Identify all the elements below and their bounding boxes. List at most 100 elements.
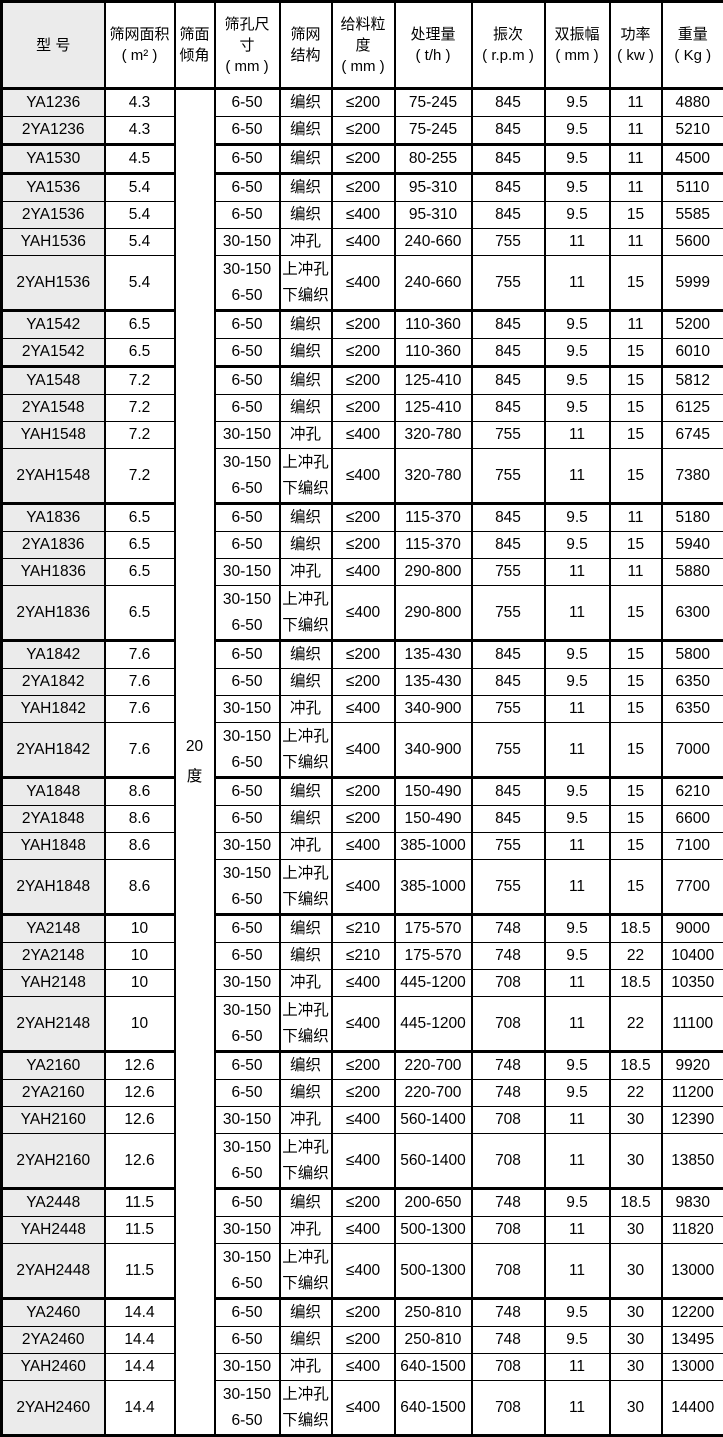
cell-power: 22 bbox=[610, 943, 662, 970]
cell-feed-size: ≤400 bbox=[332, 586, 395, 641]
cell-screen-structure: 编织 bbox=[280, 641, 332, 669]
table-row: 2YA1842 7.6 6-50 编织 ≤200 135-430 845 9.5… bbox=[2, 669, 723, 696]
cell-mesh-size: 6-50 bbox=[215, 202, 280, 229]
cell-mesh-size: 30-150 bbox=[215, 229, 280, 256]
cell-double-amplitude: 11 bbox=[545, 860, 610, 915]
cell-screen-area: 12.6 bbox=[105, 1107, 175, 1134]
cell-screen-area: 7.2 bbox=[105, 449, 175, 504]
cell-vibration-frequency: 708 bbox=[472, 1134, 545, 1189]
cell-double-amplitude: 9.5 bbox=[545, 669, 610, 696]
cell-mesh-size: 30-150 6-50 bbox=[215, 997, 280, 1052]
cell-screen-structure: 编织 bbox=[280, 311, 332, 339]
cell-model: 2YAH2148 bbox=[2, 997, 105, 1052]
cell-model: 2YA1236 bbox=[2, 117, 105, 145]
cell-feed-size: ≤400 bbox=[332, 422, 395, 449]
cell-double-amplitude: 11 bbox=[545, 970, 610, 997]
cell-feed-size: ≤200 bbox=[332, 174, 395, 202]
cell-mesh-size: 6-50 bbox=[215, 367, 280, 395]
cell-capacity: 640-1500 bbox=[395, 1354, 472, 1381]
table-row: YA1536 5.4 6-50 编织 ≤200 95-310 845 9.5 1… bbox=[2, 174, 723, 202]
cell-power: 30 bbox=[610, 1244, 662, 1299]
cell-double-amplitude: 11 bbox=[545, 1107, 610, 1134]
cell-double-amplitude: 9.5 bbox=[545, 145, 610, 174]
cell-screen-area: 10 bbox=[105, 997, 175, 1052]
cell-model: 2YA1536 bbox=[2, 202, 105, 229]
cell-capacity: 115-370 bbox=[395, 532, 472, 559]
cell-capacity: 200-650 bbox=[395, 1189, 472, 1217]
cell-capacity: 135-430 bbox=[395, 669, 472, 696]
cell-mesh-size: 30-150 6-50 bbox=[215, 1134, 280, 1189]
cell-mesh-size: 6-50 bbox=[215, 1299, 280, 1327]
cell-screen-structure: 编织 bbox=[280, 202, 332, 229]
cell-capacity: 95-310 bbox=[395, 202, 472, 229]
cell-weight: 6600 bbox=[662, 806, 723, 833]
table-row: 2YA1548 7.2 6-50 编织 ≤200 125-410 845 9.5… bbox=[2, 395, 723, 422]
cell-vibration-frequency: 708 bbox=[472, 997, 545, 1052]
table-row: 2YA1236 4.3 6-50 编织 ≤200 75-245 845 9.5 … bbox=[2, 117, 723, 145]
cell-capacity: 250-810 bbox=[395, 1299, 472, 1327]
cell-screen-structure: 编织 bbox=[280, 339, 332, 367]
cell-screen-structure: 编织 bbox=[280, 145, 332, 174]
cell-weight: 10350 bbox=[662, 970, 723, 997]
cell-double-amplitude: 9.5 bbox=[545, 778, 610, 806]
cell-weight: 6745 bbox=[662, 422, 723, 449]
cell-mesh-size: 6-50 bbox=[215, 532, 280, 559]
cell-weight: 6350 bbox=[662, 696, 723, 723]
cell-capacity: 340-900 bbox=[395, 696, 472, 723]
cell-vibration-frequency: 708 bbox=[472, 1354, 545, 1381]
table-row: YAH2448 11.5 30-150 冲孔 ≤400 500-1300 708… bbox=[2, 1217, 723, 1244]
cell-vibration-frequency: 755 bbox=[472, 586, 545, 641]
cell-model: 2YA2148 bbox=[2, 943, 105, 970]
table-row: YA1842 7.6 6-50 编织 ≤200 135-430 845 9.5 … bbox=[2, 641, 723, 669]
cell-capacity: 125-410 bbox=[395, 395, 472, 422]
cell-power: 22 bbox=[610, 1080, 662, 1107]
cell-power: 11 bbox=[610, 559, 662, 586]
table-row: 2YAH1842 7.6 30-150 6-50 上冲孔 下编织 ≤400 34… bbox=[2, 723, 723, 778]
cell-power: 18.5 bbox=[610, 1189, 662, 1217]
cell-feed-size: ≤400 bbox=[332, 449, 395, 504]
cell-capacity: 385-1000 bbox=[395, 860, 472, 915]
cell-feed-size: ≤200 bbox=[332, 641, 395, 669]
cell-feed-size: ≤400 bbox=[332, 1217, 395, 1244]
cell-screen-structure: 编织 bbox=[280, 778, 332, 806]
cell-feed-size: ≤200 bbox=[332, 395, 395, 422]
cell-weight: 6210 bbox=[662, 778, 723, 806]
cell-feed-size: ≤200 bbox=[332, 778, 395, 806]
cell-power: 30 bbox=[610, 1327, 662, 1354]
cell-power: 15 bbox=[610, 833, 662, 860]
cell-vibration-frequency: 748 bbox=[472, 943, 545, 970]
cell-capacity: 240-660 bbox=[395, 229, 472, 256]
cell-screen-structure: 冲孔 bbox=[280, 970, 332, 997]
cell-model: 2YA1836 bbox=[2, 532, 105, 559]
cell-model: 2YA2460 bbox=[2, 1327, 105, 1354]
cell-model: YA1536 bbox=[2, 174, 105, 202]
cell-feed-size: ≤400 bbox=[332, 256, 395, 311]
table-row: YA1848 8.6 6-50 编织 ≤200 150-490 845 9.5 … bbox=[2, 778, 723, 806]
cell-weight: 7000 bbox=[662, 723, 723, 778]
cell-screen-structure: 冲孔 bbox=[280, 1217, 332, 1244]
cell-weight: 12390 bbox=[662, 1107, 723, 1134]
table-row: YA2448 11.5 6-50 编织 ≤200 200-650 748 9.5… bbox=[2, 1189, 723, 1217]
cell-screen-structure: 冲孔 bbox=[280, 1354, 332, 1381]
cell-screen-area: 5.4 bbox=[105, 256, 175, 311]
table-row: YAH1836 6.5 30-150 冲孔 ≤400 290-800 755 1… bbox=[2, 559, 723, 586]
cell-weight: 9920 bbox=[662, 1052, 723, 1080]
cell-vibration-frequency: 845 bbox=[472, 532, 545, 559]
cell-weight: 7380 bbox=[662, 449, 723, 504]
cell-feed-size: ≤200 bbox=[332, 311, 395, 339]
cell-screen-structure: 冲孔 bbox=[280, 422, 332, 449]
cell-screen-area: 4.5 bbox=[105, 145, 175, 174]
cell-screen-structure: 冲孔 bbox=[280, 696, 332, 723]
column-header-mesh-size: 筛孔尺 寸 ( mm ) bbox=[215, 2, 280, 89]
cell-mesh-size: 30-150 6-50 bbox=[215, 860, 280, 915]
cell-power: 30 bbox=[610, 1134, 662, 1189]
cell-capacity: 110-360 bbox=[395, 339, 472, 367]
cell-mesh-size: 30-150 6-50 bbox=[215, 256, 280, 311]
cell-weight: 5800 bbox=[662, 641, 723, 669]
cell-screen-area: 5.4 bbox=[105, 229, 175, 256]
cell-screen-structure: 上冲孔 下编织 bbox=[280, 1381, 332, 1436]
cell-feed-size: ≤400 bbox=[332, 1244, 395, 1299]
cell-capacity: 150-490 bbox=[395, 778, 472, 806]
